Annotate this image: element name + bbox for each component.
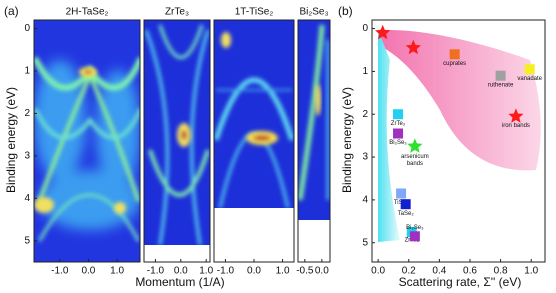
square-marker xyxy=(449,49,460,60)
star-marker xyxy=(375,24,391,40)
point-label: TaSe₂ xyxy=(398,211,415,217)
panel-label: (b) xyxy=(338,4,353,18)
x-tick-label: 0.8 xyxy=(494,266,508,277)
shaded-region xyxy=(378,30,400,242)
x-tick-label: 1.0 xyxy=(276,266,290,277)
panel-label: (a) xyxy=(4,4,19,18)
x-tick-label: -0.5 xyxy=(296,266,314,277)
point-label: Bi₂Se₃ xyxy=(389,140,407,146)
x-tick-label: 0.0 xyxy=(81,266,95,277)
x-axis-label: Scattering rate, Σ'' (eV) xyxy=(399,275,522,289)
square-marker xyxy=(409,231,420,242)
panel-title: Bi₂Se₃ xyxy=(299,7,328,18)
x-tick-label: 0.0 xyxy=(315,266,329,277)
y-tick-label: 2 xyxy=(24,108,30,119)
x-tick-label: 0.4 xyxy=(432,266,446,277)
square-marker xyxy=(396,188,407,199)
star-marker xyxy=(405,39,421,55)
arpes-image xyxy=(214,20,294,208)
x-tick-label: 1.0 xyxy=(199,266,213,277)
square-marker xyxy=(524,64,535,75)
y-axis-label: Binding energy (eV) xyxy=(340,87,354,193)
x-axis-label: Momentum (1/A) xyxy=(135,275,224,289)
y-tick-label: 4 xyxy=(24,193,30,204)
arpes-image xyxy=(144,20,210,245)
x-tick-label: 0.6 xyxy=(463,266,477,277)
point-label: arsenicum xyxy=(401,154,429,160)
shaded-region xyxy=(378,29,541,171)
square-marker xyxy=(400,199,411,210)
x-tick-label: 1.0 xyxy=(524,266,538,277)
x-tick-label: 0.0 xyxy=(174,266,188,277)
point-label: ruthenate xyxy=(488,82,514,88)
point-label: iron bands xyxy=(502,123,530,129)
x-tick-label: -1.0 xyxy=(51,266,69,277)
star-marker xyxy=(407,138,423,153)
panel-title: ZrTe₃ xyxy=(165,7,189,18)
y-tick-label: 1 xyxy=(362,66,368,77)
y-tick-label: 2 xyxy=(362,109,368,120)
y-tick-label: 3 xyxy=(362,152,368,163)
y-tick-label: 5 xyxy=(24,235,30,246)
y-tick-label: 4 xyxy=(362,195,368,206)
y-axis-label: Binding energy (eV) xyxy=(4,87,18,193)
y-tick-label: 5 xyxy=(362,237,368,248)
square-marker xyxy=(393,128,404,139)
x-tick-label: 0.0 xyxy=(247,266,261,277)
panel-title: 2H-TaSe₂ xyxy=(66,7,109,18)
y-tick-label: 0 xyxy=(24,23,30,34)
x-tick-label: 0.2 xyxy=(402,266,416,277)
point-label: Bi₂Se₃ xyxy=(406,225,424,231)
square-marker xyxy=(393,109,404,120)
point-label: bands xyxy=(407,161,423,167)
panel-title: 1T-TiSe₂ xyxy=(235,7,274,18)
panel-frames xyxy=(33,19,546,263)
star-marker xyxy=(508,108,524,123)
x-tick-label: -1.0 xyxy=(147,266,165,277)
arpes-image xyxy=(298,20,330,220)
x-tick-label: -1.0 xyxy=(217,266,235,277)
x-tick-label: 1.0 xyxy=(110,266,124,277)
point-label: cuprates xyxy=(443,61,466,67)
y-tick-label: 1 xyxy=(24,66,30,77)
y-tick-label: 3 xyxy=(24,151,30,162)
x-tick-label: 0.0 xyxy=(371,266,385,277)
point-label: vanadate xyxy=(517,76,542,82)
point-label: ZrTe₃ xyxy=(391,121,406,127)
square-marker xyxy=(495,70,506,81)
y-tick-label: 0 xyxy=(362,23,368,34)
arpes-image xyxy=(34,20,140,262)
